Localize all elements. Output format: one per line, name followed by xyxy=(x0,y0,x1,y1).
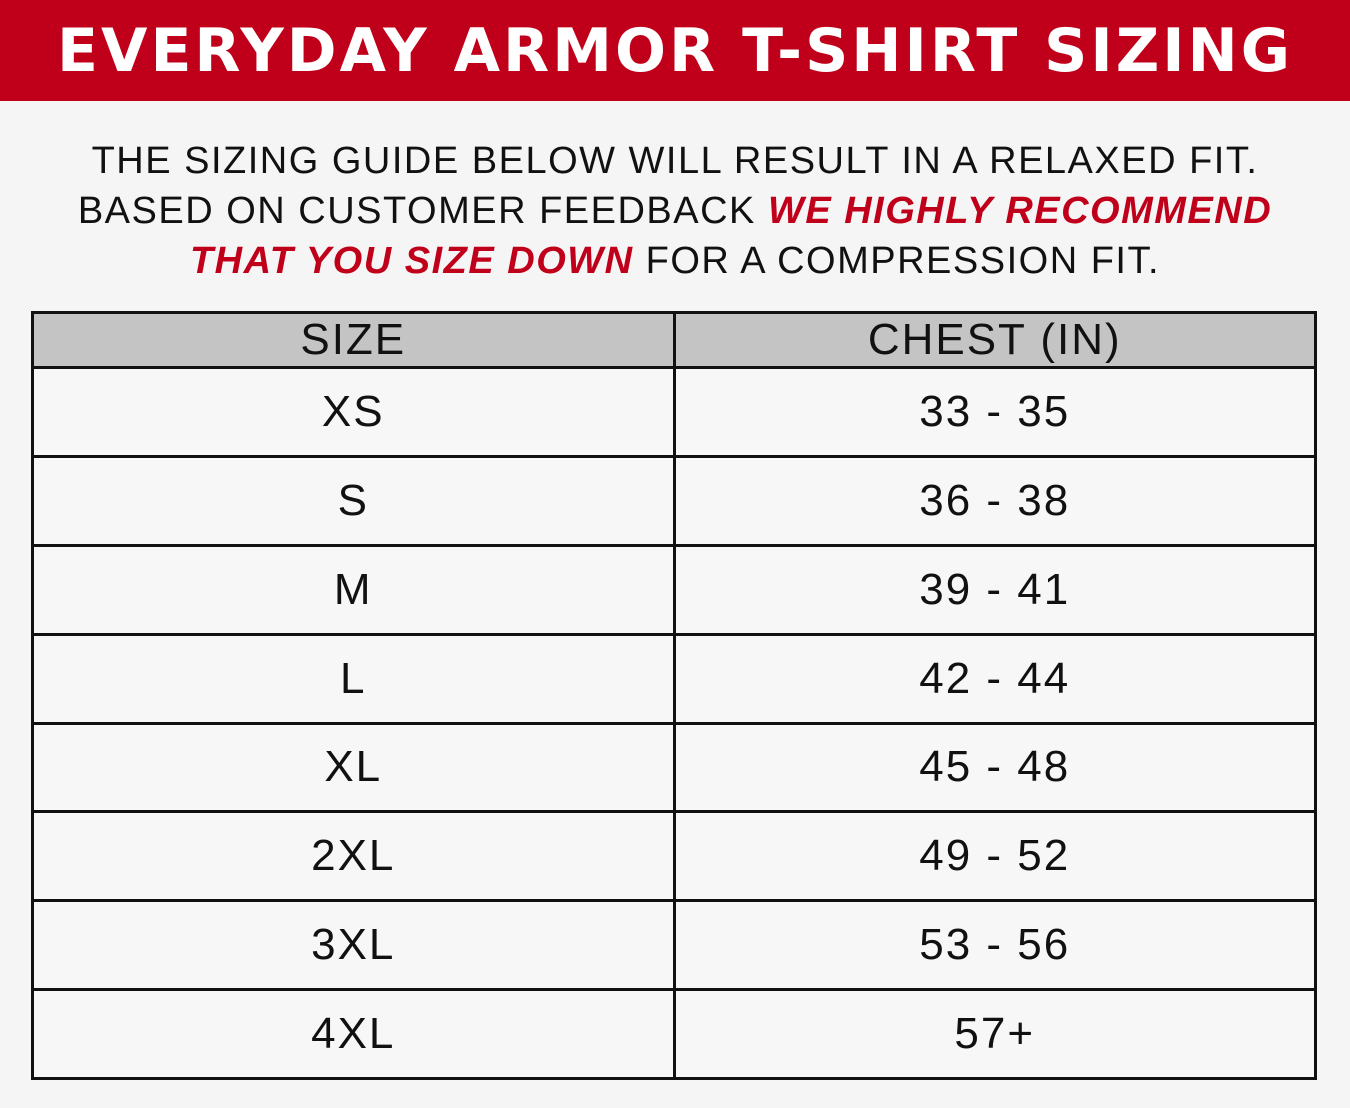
size-cell: L xyxy=(31,632,676,725)
size-cell: 3XL xyxy=(31,899,676,992)
size-cell: XL xyxy=(31,721,676,814)
chest-cell: 49 - 52 xyxy=(672,810,1317,903)
note-text: BASED ON CUSTOMER FEEDBACK xyxy=(77,190,768,232)
note-emphasis: WE HIGHLY RECOMMEND xyxy=(767,190,1273,232)
table-header-row: SIZE CHEST (IN) xyxy=(31,311,1317,369)
note-line-3: THAT YOU SIZE DOWN FOR A COMPRESSION FIT… xyxy=(0,236,1350,286)
table-row: M 39 - 41 xyxy=(31,543,1317,636)
chest-cell: 39 - 41 xyxy=(672,543,1317,636)
chest-cell: 42 - 44 xyxy=(672,632,1317,725)
size-cell: XS xyxy=(31,366,676,458)
note-line-2: BASED ON CUSTOMER FEEDBACK WE HIGHLY REC… xyxy=(0,186,1350,236)
table-row: L 42 - 44 xyxy=(31,632,1317,725)
chest-cell: 45 - 48 xyxy=(672,721,1317,814)
title-banner: EVERYDAY ARMOR T-SHIRT SIZING xyxy=(0,0,1350,101)
note-text: FOR A COMPRESSION FIT. xyxy=(633,240,1161,282)
note-line-1: THE SIZING GUIDE BELOW WILL RESULT IN A … xyxy=(91,140,1259,182)
size-cell: 2XL xyxy=(31,810,676,903)
chest-cell: 33 - 35 xyxy=(672,366,1317,458)
table-row: 2XL 49 - 52 xyxy=(31,810,1317,903)
table-row: 3XL 53 - 56 xyxy=(31,899,1317,992)
page-title: EVERYDAY ARMOR T-SHIRT SIZING xyxy=(57,15,1293,86)
header-chest: CHEST (IN) xyxy=(672,311,1317,369)
table-row: S 36 - 38 xyxy=(31,454,1317,547)
size-cell: 4XL xyxy=(31,988,676,1080)
table-row: 4XL 57+ xyxy=(31,988,1317,1080)
chest-cell: 57+ xyxy=(672,988,1317,1080)
sizing-note: THE SIZING GUIDE BELOW WILL RESULT IN A … xyxy=(0,136,1350,286)
size-cell: S xyxy=(31,454,676,547)
size-cell: M xyxy=(31,543,676,636)
table-row: XS 33 - 35 xyxy=(31,366,1317,458)
table-row: XL 45 - 48 xyxy=(31,721,1317,814)
header-size: SIZE xyxy=(31,311,676,369)
note-emphasis: THAT YOU SIZE DOWN xyxy=(189,240,634,282)
chest-cell: 53 - 56 xyxy=(672,899,1317,992)
chest-cell: 36 - 38 xyxy=(672,454,1317,547)
size-table: SIZE CHEST (IN) XS 33 - 35 S 36 - 38 M 39 - 4… xyxy=(31,311,1317,1080)
